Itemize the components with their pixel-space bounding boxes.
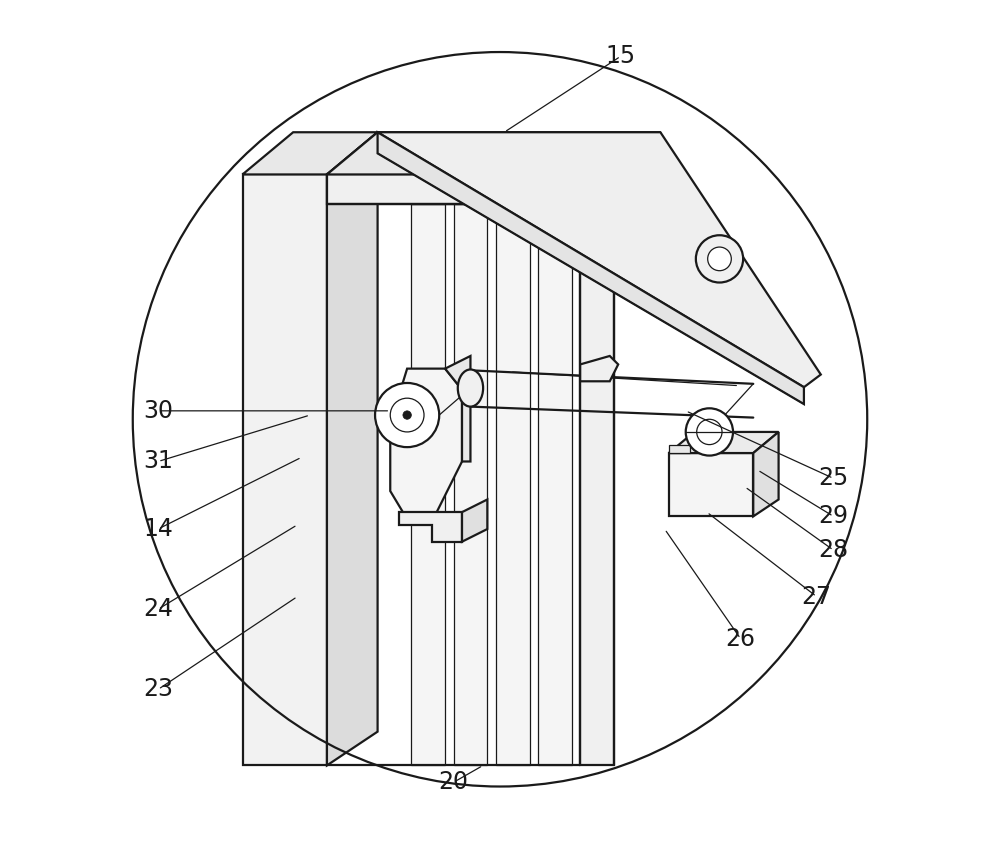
Text: 30: 30 [143,399,173,423]
Polygon shape [399,512,462,542]
Polygon shape [243,174,327,766]
Polygon shape [462,500,487,542]
Polygon shape [496,204,530,766]
Polygon shape [669,453,753,517]
Text: 20: 20 [439,770,469,794]
Polygon shape [580,204,614,766]
Circle shape [686,408,733,456]
Polygon shape [580,356,618,381]
Polygon shape [496,179,555,204]
Text: 24: 24 [143,597,173,621]
Circle shape [697,419,722,445]
Polygon shape [411,204,445,766]
Circle shape [390,398,424,432]
Polygon shape [327,132,660,174]
Text: 25: 25 [818,467,849,490]
Polygon shape [445,356,470,462]
Polygon shape [538,204,572,766]
Circle shape [375,383,439,447]
Circle shape [708,247,731,271]
Text: 23: 23 [143,678,173,701]
Polygon shape [753,432,779,517]
Polygon shape [327,132,378,766]
Polygon shape [378,132,821,387]
Text: 15: 15 [606,44,636,69]
Text: 14: 14 [143,517,173,541]
Polygon shape [378,132,804,404]
Polygon shape [411,179,470,204]
Circle shape [696,235,743,283]
Polygon shape [669,432,779,453]
Text: 29: 29 [818,504,848,529]
Polygon shape [669,445,690,453]
Text: 31: 31 [143,450,173,473]
Polygon shape [327,174,610,204]
Circle shape [403,411,411,419]
Polygon shape [454,204,487,766]
Polygon shape [610,132,660,204]
Polygon shape [580,179,639,204]
Polygon shape [538,179,597,204]
Text: 28: 28 [818,538,849,562]
Polygon shape [454,179,513,204]
Ellipse shape [458,369,483,407]
Polygon shape [390,368,462,512]
Text: 27: 27 [802,584,832,608]
Text: 26: 26 [726,627,756,650]
Polygon shape [243,132,378,174]
